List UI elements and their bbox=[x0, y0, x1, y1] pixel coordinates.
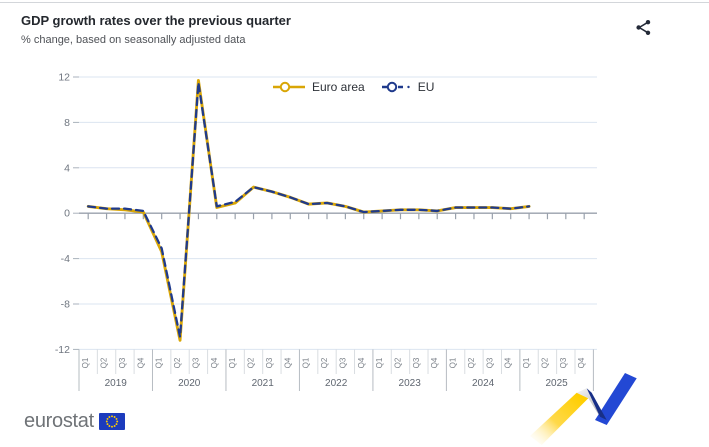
legend-item-euro-area[interactable]: Euro area bbox=[272, 80, 365, 94]
quarter-label: Q3 bbox=[265, 357, 274, 368]
ribbon-silver-fold bbox=[576, 388, 600, 417]
quarter-label: Q1 bbox=[449, 357, 458, 368]
eu-flag-icon bbox=[98, 413, 125, 430]
y-axis-label: 4 bbox=[64, 162, 70, 174]
ribbon-blue-band bbox=[595, 373, 637, 425]
y-axis-label: -12 bbox=[55, 344, 70, 356]
eurostat-logo-text: eurostat bbox=[24, 410, 94, 432]
series-line-eu bbox=[87, 81, 531, 339]
share-button[interactable] bbox=[630, 14, 656, 40]
ribbon-yellow-band bbox=[530, 392, 589, 445]
quarter-label: Q1 bbox=[228, 357, 237, 368]
quarter-label: Q1 bbox=[522, 357, 531, 368]
year-label: 2021 bbox=[252, 378, 275, 389]
legend-label-eu: EU bbox=[417, 80, 435, 94]
quarter-label: Q2 bbox=[393, 357, 402, 368]
quarter-label: Q1 bbox=[302, 357, 311, 368]
quarter-label: Q2 bbox=[467, 357, 476, 368]
ribbon-navy-fold bbox=[586, 388, 607, 420]
quarter-label: Q1 bbox=[81, 357, 90, 368]
quarter-label: Q3 bbox=[485, 357, 494, 368]
legend-item-eu[interactable]: EU bbox=[381, 80, 435, 94]
quarter-label: Q4 bbox=[504, 357, 513, 368]
share-icon bbox=[635, 19, 650, 35]
quarter-label: Q4 bbox=[283, 357, 292, 368]
y-axis-label: 12 bbox=[58, 72, 70, 84]
x-axis-band: 2019 Q1 Q2 Q3 Q4 2020 Q1 Q2 Q3 Q4 2021 Q1 Q2 Q3 Q4 2022… bbox=[78, 349, 594, 391]
quarter-label: Q2 bbox=[247, 357, 256, 368]
year-label: 2022 bbox=[325, 378, 348, 389]
quarter-label: Q3 bbox=[412, 357, 421, 368]
y-axis-label: 0 bbox=[64, 208, 70, 220]
series-lines bbox=[86, 78, 531, 342]
quarter-label: Q3 bbox=[338, 357, 347, 368]
gdp-line-chart: 12 8 4 0 -4 -8 -12 2019 Q1 Q2 Q3 Q4 2020 Q1 Q2 Q3 Q4 2021… bbox=[55, 72, 597, 391]
year-label: 2025 bbox=[545, 378, 568, 389]
year-label: 2023 bbox=[399, 378, 422, 389]
quarter-label: Q4 bbox=[577, 357, 586, 368]
top-border bbox=[0, 2, 709, 3]
quarter-label: Q1 bbox=[375, 357, 384, 368]
quarter-label: Q3 bbox=[118, 357, 127, 368]
quarter-label: Q2 bbox=[173, 357, 182, 368]
euro-area-marker-icon bbox=[273, 81, 305, 93]
page-subtitle: % change, based on seasonally adjusted d… bbox=[21, 34, 246, 46]
quarter-label: Q4 bbox=[357, 357, 366, 368]
y-axis-label: 8 bbox=[64, 117, 70, 129]
legend-label-euro-area: Euro area bbox=[312, 80, 365, 94]
eu-marker-icon bbox=[381, 81, 410, 93]
quarter-label: Q3 bbox=[559, 357, 568, 368]
year-label: 2024 bbox=[472, 378, 495, 389]
x-axis-ticks bbox=[87, 213, 585, 220]
gridlines: 12 8 4 0 -4 -8 -12 bbox=[55, 72, 597, 356]
ribbon-graphic bbox=[530, 373, 637, 445]
y-axis-label: -8 bbox=[61, 299, 70, 311]
quarter-label: Q4 bbox=[430, 357, 439, 368]
quarter-label: Q4 bbox=[136, 357, 145, 368]
eurostat-logo[interactable]: eurostat bbox=[24, 410, 125, 433]
series-line-euro-area bbox=[86, 78, 531, 342]
quarter-label: Q4 bbox=[210, 357, 219, 368]
year-label: 2019 bbox=[105, 378, 128, 389]
quarter-label: Q2 bbox=[100, 357, 109, 368]
quarter-label: Q2 bbox=[540, 357, 549, 368]
quarter-label: Q1 bbox=[155, 357, 164, 368]
chart-legend: Euro area EU bbox=[272, 80, 434, 94]
year-label: 2020 bbox=[178, 378, 201, 389]
y-axis-label: -4 bbox=[61, 253, 70, 265]
quarter-label: Q2 bbox=[320, 357, 329, 368]
page-title: GDP growth rates over the previous quart… bbox=[21, 13, 291, 28]
quarter-label: Q3 bbox=[191, 357, 200, 368]
